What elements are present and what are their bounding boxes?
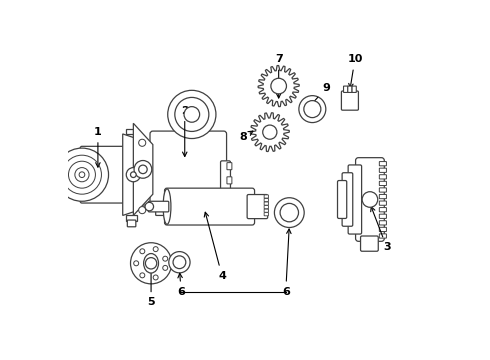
FancyBboxPatch shape <box>264 206 269 209</box>
Polygon shape <box>122 134 144 215</box>
Circle shape <box>134 161 152 178</box>
Circle shape <box>146 258 157 269</box>
FancyBboxPatch shape <box>220 161 230 192</box>
Ellipse shape <box>144 253 159 273</box>
FancyBboxPatch shape <box>379 201 387 205</box>
FancyBboxPatch shape <box>264 195 269 198</box>
FancyBboxPatch shape <box>379 221 387 225</box>
FancyBboxPatch shape <box>264 198 269 202</box>
FancyBboxPatch shape <box>342 91 358 110</box>
Text: 9: 9 <box>310 83 330 106</box>
Circle shape <box>130 172 136 177</box>
Circle shape <box>168 90 216 139</box>
Circle shape <box>274 198 304 228</box>
Polygon shape <box>126 215 137 221</box>
FancyBboxPatch shape <box>379 227 387 231</box>
Polygon shape <box>258 66 299 107</box>
Circle shape <box>175 98 209 131</box>
FancyBboxPatch shape <box>264 209 269 212</box>
FancyBboxPatch shape <box>361 236 378 251</box>
Circle shape <box>169 252 190 273</box>
Circle shape <box>299 96 326 123</box>
Circle shape <box>271 78 287 94</box>
FancyBboxPatch shape <box>348 165 362 234</box>
Circle shape <box>173 256 186 269</box>
FancyBboxPatch shape <box>148 201 169 212</box>
Text: 3: 3 <box>371 207 391 252</box>
Circle shape <box>163 265 168 270</box>
FancyBboxPatch shape <box>379 162 387 166</box>
Circle shape <box>140 273 145 278</box>
Circle shape <box>140 249 145 254</box>
Text: 10: 10 <box>347 54 363 88</box>
Circle shape <box>139 165 147 174</box>
FancyBboxPatch shape <box>379 214 387 219</box>
Text: 5: 5 <box>147 266 155 307</box>
Polygon shape <box>126 129 137 134</box>
Circle shape <box>134 261 139 266</box>
Circle shape <box>280 203 298 222</box>
FancyBboxPatch shape <box>264 202 269 205</box>
FancyBboxPatch shape <box>156 203 168 215</box>
Circle shape <box>304 100 321 118</box>
FancyBboxPatch shape <box>379 208 387 212</box>
FancyBboxPatch shape <box>379 181 387 185</box>
Polygon shape <box>133 123 153 215</box>
FancyBboxPatch shape <box>348 86 352 93</box>
Circle shape <box>145 202 153 211</box>
Circle shape <box>163 256 168 261</box>
Text: 6: 6 <box>177 273 185 297</box>
FancyBboxPatch shape <box>342 173 353 226</box>
FancyBboxPatch shape <box>247 194 268 219</box>
FancyBboxPatch shape <box>80 146 124 203</box>
FancyBboxPatch shape <box>209 203 221 215</box>
FancyBboxPatch shape <box>379 175 387 179</box>
Text: 7: 7 <box>275 54 283 98</box>
Circle shape <box>153 275 158 280</box>
FancyBboxPatch shape <box>379 194 387 199</box>
Polygon shape <box>250 113 289 152</box>
Circle shape <box>153 247 158 252</box>
FancyBboxPatch shape <box>379 168 387 172</box>
Text: 6: 6 <box>282 229 291 297</box>
FancyBboxPatch shape <box>227 177 232 184</box>
FancyBboxPatch shape <box>227 163 232 170</box>
Circle shape <box>55 148 109 201</box>
Text: 1: 1 <box>94 127 102 167</box>
FancyBboxPatch shape <box>356 158 384 241</box>
FancyBboxPatch shape <box>150 131 226 208</box>
Circle shape <box>184 107 199 122</box>
Text: 8: 8 <box>239 131 253 143</box>
FancyBboxPatch shape <box>343 86 348 93</box>
Circle shape <box>139 207 146 214</box>
Ellipse shape <box>163 189 171 224</box>
FancyBboxPatch shape <box>379 234 387 238</box>
FancyBboxPatch shape <box>379 188 387 192</box>
Circle shape <box>139 139 146 146</box>
Circle shape <box>263 125 277 139</box>
Text: 4: 4 <box>204 212 226 281</box>
FancyBboxPatch shape <box>352 86 356 93</box>
Circle shape <box>362 192 378 207</box>
FancyBboxPatch shape <box>338 180 347 219</box>
FancyBboxPatch shape <box>127 220 136 227</box>
Text: 2: 2 <box>181 106 189 157</box>
Circle shape <box>126 168 141 182</box>
FancyBboxPatch shape <box>165 188 255 225</box>
FancyBboxPatch shape <box>264 213 269 216</box>
Circle shape <box>130 243 172 284</box>
